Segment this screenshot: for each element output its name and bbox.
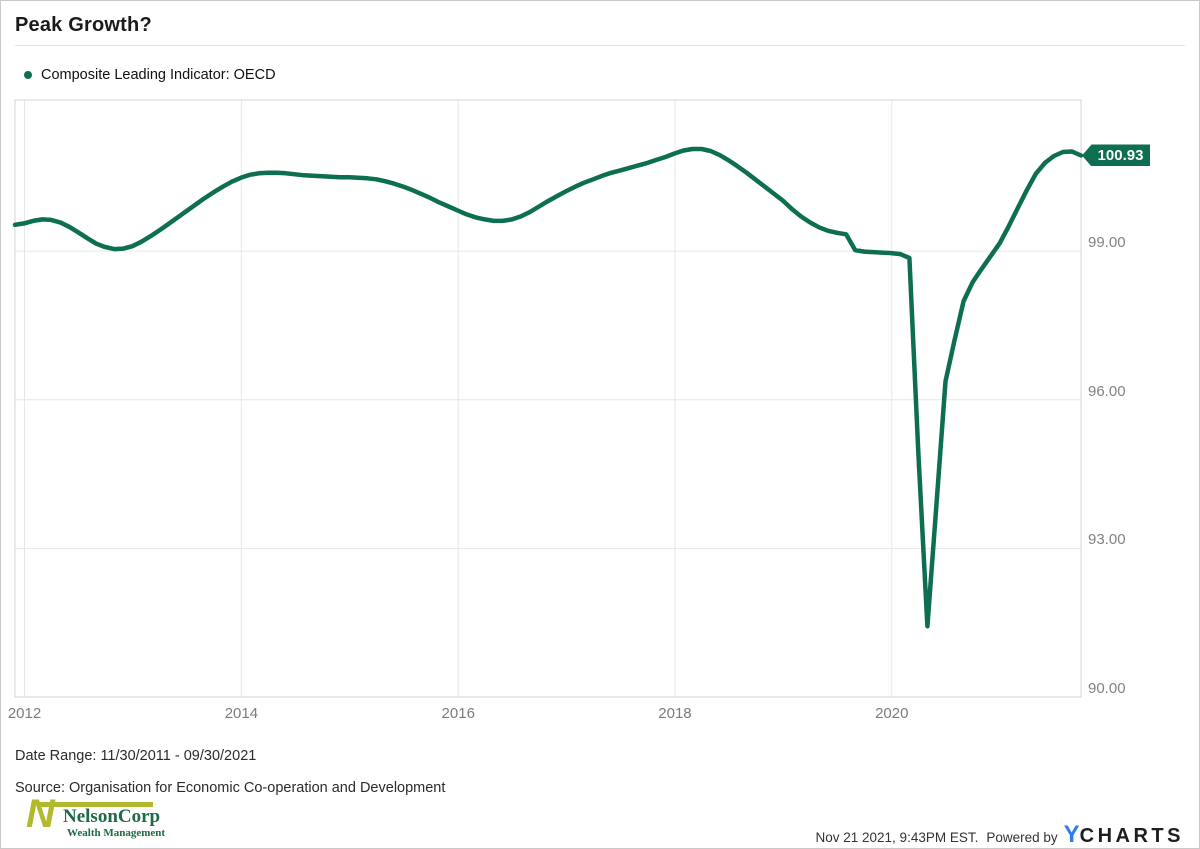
ycharts-logo-text: CHARTS	[1079, 825, 1184, 847]
legend: Composite Leading Indicator: OECD	[24, 67, 276, 83]
nelsoncorp-logo-name: NelsonCorp	[63, 806, 161, 827]
y-axis-label: 90.00	[1088, 680, 1126, 697]
title-divider	[15, 45, 1185, 46]
x-axis-label: 2016	[441, 705, 475, 722]
timestamp-text: Nov 21 2021, 9:43PM EST.	[815, 830, 979, 845]
source-text: Source: Organisation for Economic Co-ope…	[15, 780, 446, 796]
legend-series-label: Composite Leading Indicator: OECD	[41, 67, 276, 83]
page-title: Peak Growth?	[15, 14, 152, 36]
y-axis-label: 99.00	[1088, 234, 1126, 252]
attribution: Nov 21 2021, 9:43PM EST. Powered by Y CH…	[815, 821, 1185, 848]
x-axis-label: 2018	[658, 705, 692, 722]
nelsoncorp-logo-tagline: Wealth Management	[67, 827, 166, 839]
nelsoncorp-logo-bar	[39, 802, 153, 807]
ycharts-y-icon: Y	[1063, 821, 1080, 848]
y-axis-label: 96.00	[1088, 382, 1126, 400]
powered-by-text: Powered by	[986, 830, 1058, 845]
nelsoncorp-n-icon: N	[26, 792, 55, 836]
last-value-flag: 100.93	[1082, 144, 1150, 167]
x-axis-label: 2020	[875, 705, 909, 722]
nelsoncorp-logo: N NelsonCorp Wealth Management	[26, 792, 166, 843]
y-axis-label: 93.00	[1088, 531, 1126, 549]
x-axis-label: 2012	[7, 705, 42, 722]
date-range-text: Date Range: 11/30/2011 - 09/30/2021	[15, 748, 257, 764]
x-axis-label: 2014	[224, 705, 259, 722]
legend-series-dot-icon	[24, 71, 32, 79]
